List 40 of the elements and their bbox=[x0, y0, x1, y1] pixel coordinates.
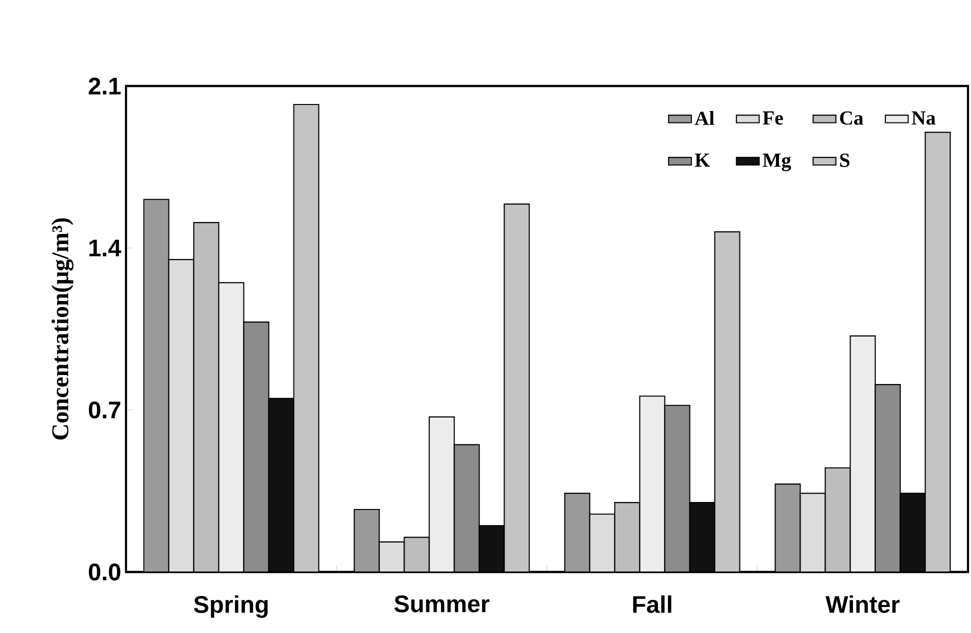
bar bbox=[244, 322, 269, 572]
bar bbox=[429, 416, 454, 572]
bar bbox=[874, 384, 901, 572]
bar bbox=[194, 222, 219, 572]
legend-label: Ca bbox=[840, 111, 864, 125]
bar bbox=[379, 542, 404, 572]
x-tick-label: Fall bbox=[633, 595, 672, 613]
bar bbox=[404, 537, 430, 572]
bar bbox=[354, 510, 380, 572]
y-axis-title: Concentration(μg/m³) bbox=[51, 218, 74, 440]
bar bbox=[924, 132, 951, 572]
bar bbox=[218, 282, 244, 572]
legend-label: Na bbox=[912, 111, 936, 125]
y-tick-label: 0.7 bbox=[88, 401, 120, 418]
bar bbox=[850, 335, 876, 572]
bar bbox=[144, 199, 169, 572]
bar bbox=[590, 514, 615, 572]
bar bbox=[664, 405, 690, 572]
bar bbox=[168, 260, 194, 572]
bar bbox=[504, 204, 530, 572]
legend-label: Mg bbox=[762, 154, 792, 172]
bar bbox=[800, 492, 826, 572]
x-tick-label: Winter bbox=[826, 595, 900, 613]
bar bbox=[640, 396, 665, 572]
y-tick-label: 2.1 bbox=[88, 78, 121, 94]
legend-label: Al bbox=[694, 111, 714, 125]
bar bbox=[614, 502, 640, 572]
legend-label: K bbox=[694, 154, 710, 167]
x-tick-label: Summer bbox=[394, 595, 490, 612]
x-tick-label: Spring bbox=[194, 595, 268, 618]
legend-label: Fe bbox=[762, 111, 783, 125]
y-tick-label: 0.0 bbox=[88, 563, 120, 580]
bar bbox=[774, 484, 801, 572]
bar bbox=[564, 493, 590, 572]
bar bbox=[294, 104, 319, 572]
y-tick-label: 1.4 bbox=[89, 240, 122, 256]
bar bbox=[714, 232, 740, 572]
bar bbox=[824, 467, 851, 572]
legend-label: S bbox=[840, 154, 850, 168]
bar bbox=[454, 444, 480, 572]
